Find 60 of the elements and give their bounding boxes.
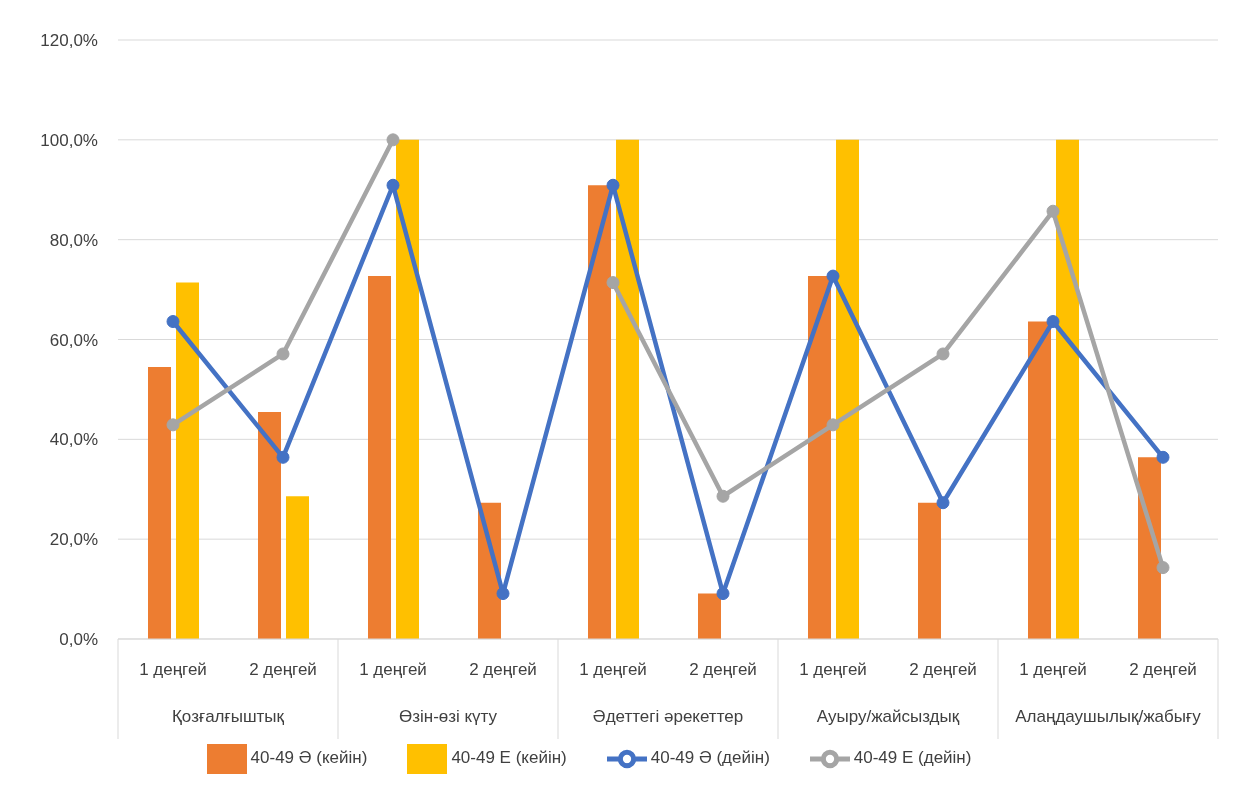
bar <box>698 593 721 639</box>
x-tick-label: 1 деңгей <box>359 660 427 679</box>
text: Алаңдаушылық/жабығу <box>1015 707 1202 726</box>
bar <box>836 139 859 639</box>
legend-label: 40-49 Ә (кейін) <box>250 748 368 768</box>
legend-label: 40-49 Е (дейін) <box>853 748 972 768</box>
x-tick-label: 1 деңгей <box>139 660 207 679</box>
y-tick-label: 20,0% <box>49 530 98 550</box>
bar <box>396 139 419 639</box>
x-tick-label: 2 деңгей <box>909 660 977 679</box>
bar <box>258 411 281 639</box>
x-tick-label: 2 деңгей <box>469 660 537 679</box>
point <box>496 587 510 601</box>
point <box>276 450 290 464</box>
bar <box>1056 139 1079 639</box>
point <box>1156 450 1170 464</box>
point <box>606 276 620 290</box>
point <box>1046 315 1060 329</box>
bar <box>286 496 309 639</box>
bar <box>148 366 171 639</box>
point <box>386 178 400 192</box>
point <box>1156 561 1170 575</box>
point <box>166 315 180 329</box>
point <box>716 489 730 503</box>
bar <box>1028 321 1051 639</box>
x-tick-label: 2 деңгей <box>249 660 317 679</box>
text: Ауыру/жайсыздық <box>816 707 960 726</box>
point <box>826 418 840 432</box>
point <box>826 269 840 283</box>
point <box>716 587 730 601</box>
x-tick-label: 2 деңгей <box>689 660 757 679</box>
x-tick-label: 1 деңгей <box>799 660 867 679</box>
legend-label: 40-49 Ә (дейін) <box>650 748 770 768</box>
bar <box>808 276 831 639</box>
x-tick-label: 1 деңгей <box>579 660 647 679</box>
x-tick-label: 2 деңгей <box>1129 660 1197 679</box>
text: Әдеттегі әрекеттер <box>592 707 744 726</box>
y-tick-label: 0,0% <box>59 630 98 650</box>
x-tick-label: 1 деңгей <box>1019 660 1087 679</box>
y-tick-label: 40,0% <box>49 430 98 450</box>
bar <box>588 185 611 639</box>
legend-label: 40-49 Е (кейін) <box>451 748 567 768</box>
bar <box>176 282 199 639</box>
point <box>936 496 950 510</box>
bar <box>1138 457 1161 639</box>
y-tick-label: 120,0% <box>40 31 98 51</box>
text: Өзін-өзі күту <box>398 707 498 726</box>
point <box>1046 204 1060 218</box>
point <box>936 347 950 361</box>
bar <box>616 139 639 639</box>
point <box>166 418 180 432</box>
point <box>276 347 290 361</box>
y-tick-label: 80,0% <box>49 230 98 250</box>
text: Қозғалғыштық <box>171 707 285 726</box>
bar <box>918 502 941 639</box>
point <box>606 178 620 192</box>
point <box>386 133 400 147</box>
y-tick-label: 100,0% <box>40 130 98 150</box>
bar <box>368 276 391 639</box>
y-tick-label: 60,0% <box>49 330 98 350</box>
